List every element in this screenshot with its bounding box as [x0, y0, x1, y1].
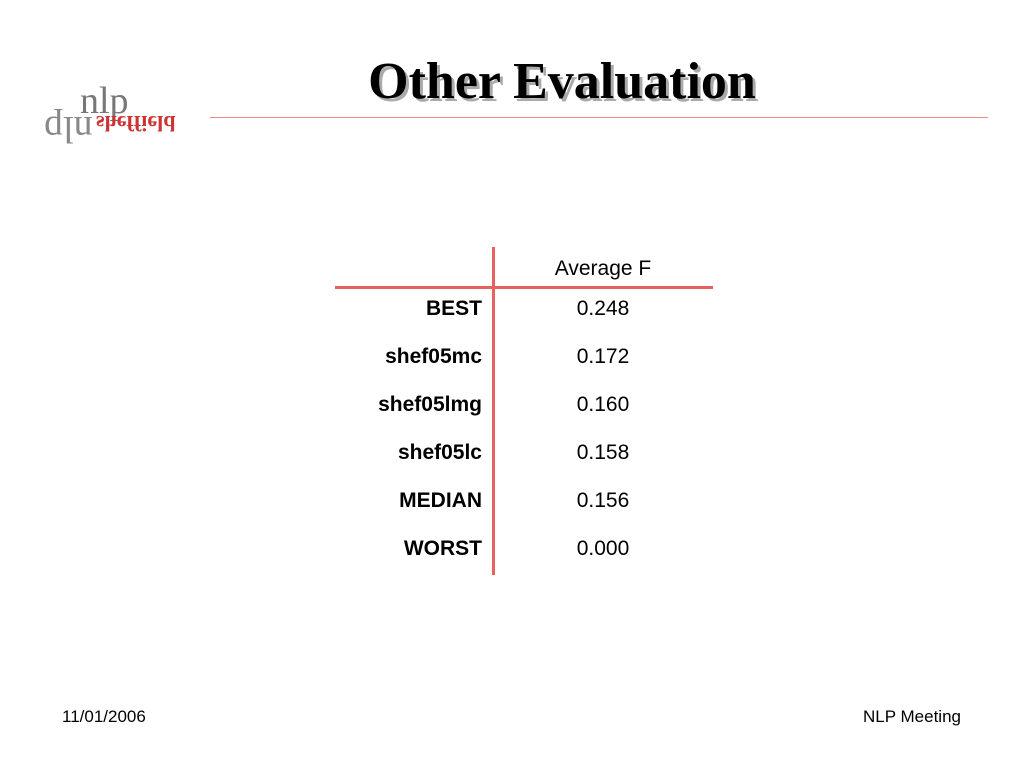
- row-value: 0.248: [576, 297, 630, 320]
- row-value: 0.000: [576, 537, 630, 560]
- footer-date: 11/01/2006: [62, 707, 146, 726]
- slide-title: Other Evaluation: [368, 53, 756, 110]
- table-divider: [492, 247, 495, 575]
- row-label: BEST: [425, 297, 482, 320]
- row-value: 0.172: [576, 345, 630, 368]
- row-label: MEDIAN: [399, 489, 482, 512]
- row-value: 0.156: [576, 489, 630, 512]
- row-label: shef05lmg: [378, 393, 482, 416]
- logo-place: sheffield: [96, 111, 176, 136]
- logo-text: nlp: [80, 80, 129, 122]
- row-label: shef05lc: [397, 441, 482, 464]
- title-rule: [210, 117, 988, 118]
- row-value: 0.160: [576, 393, 630, 416]
- footer-event: NLP Meeting: [863, 707, 961, 726]
- header-divider: [335, 286, 713, 289]
- logo-reflection: nlp: [44, 108, 93, 150]
- row-label: shef05mc: [385, 345, 482, 368]
- row-value: 0.158: [576, 441, 630, 464]
- row-label: WORST: [403, 537, 482, 560]
- column-header: Average F: [554, 257, 652, 280]
